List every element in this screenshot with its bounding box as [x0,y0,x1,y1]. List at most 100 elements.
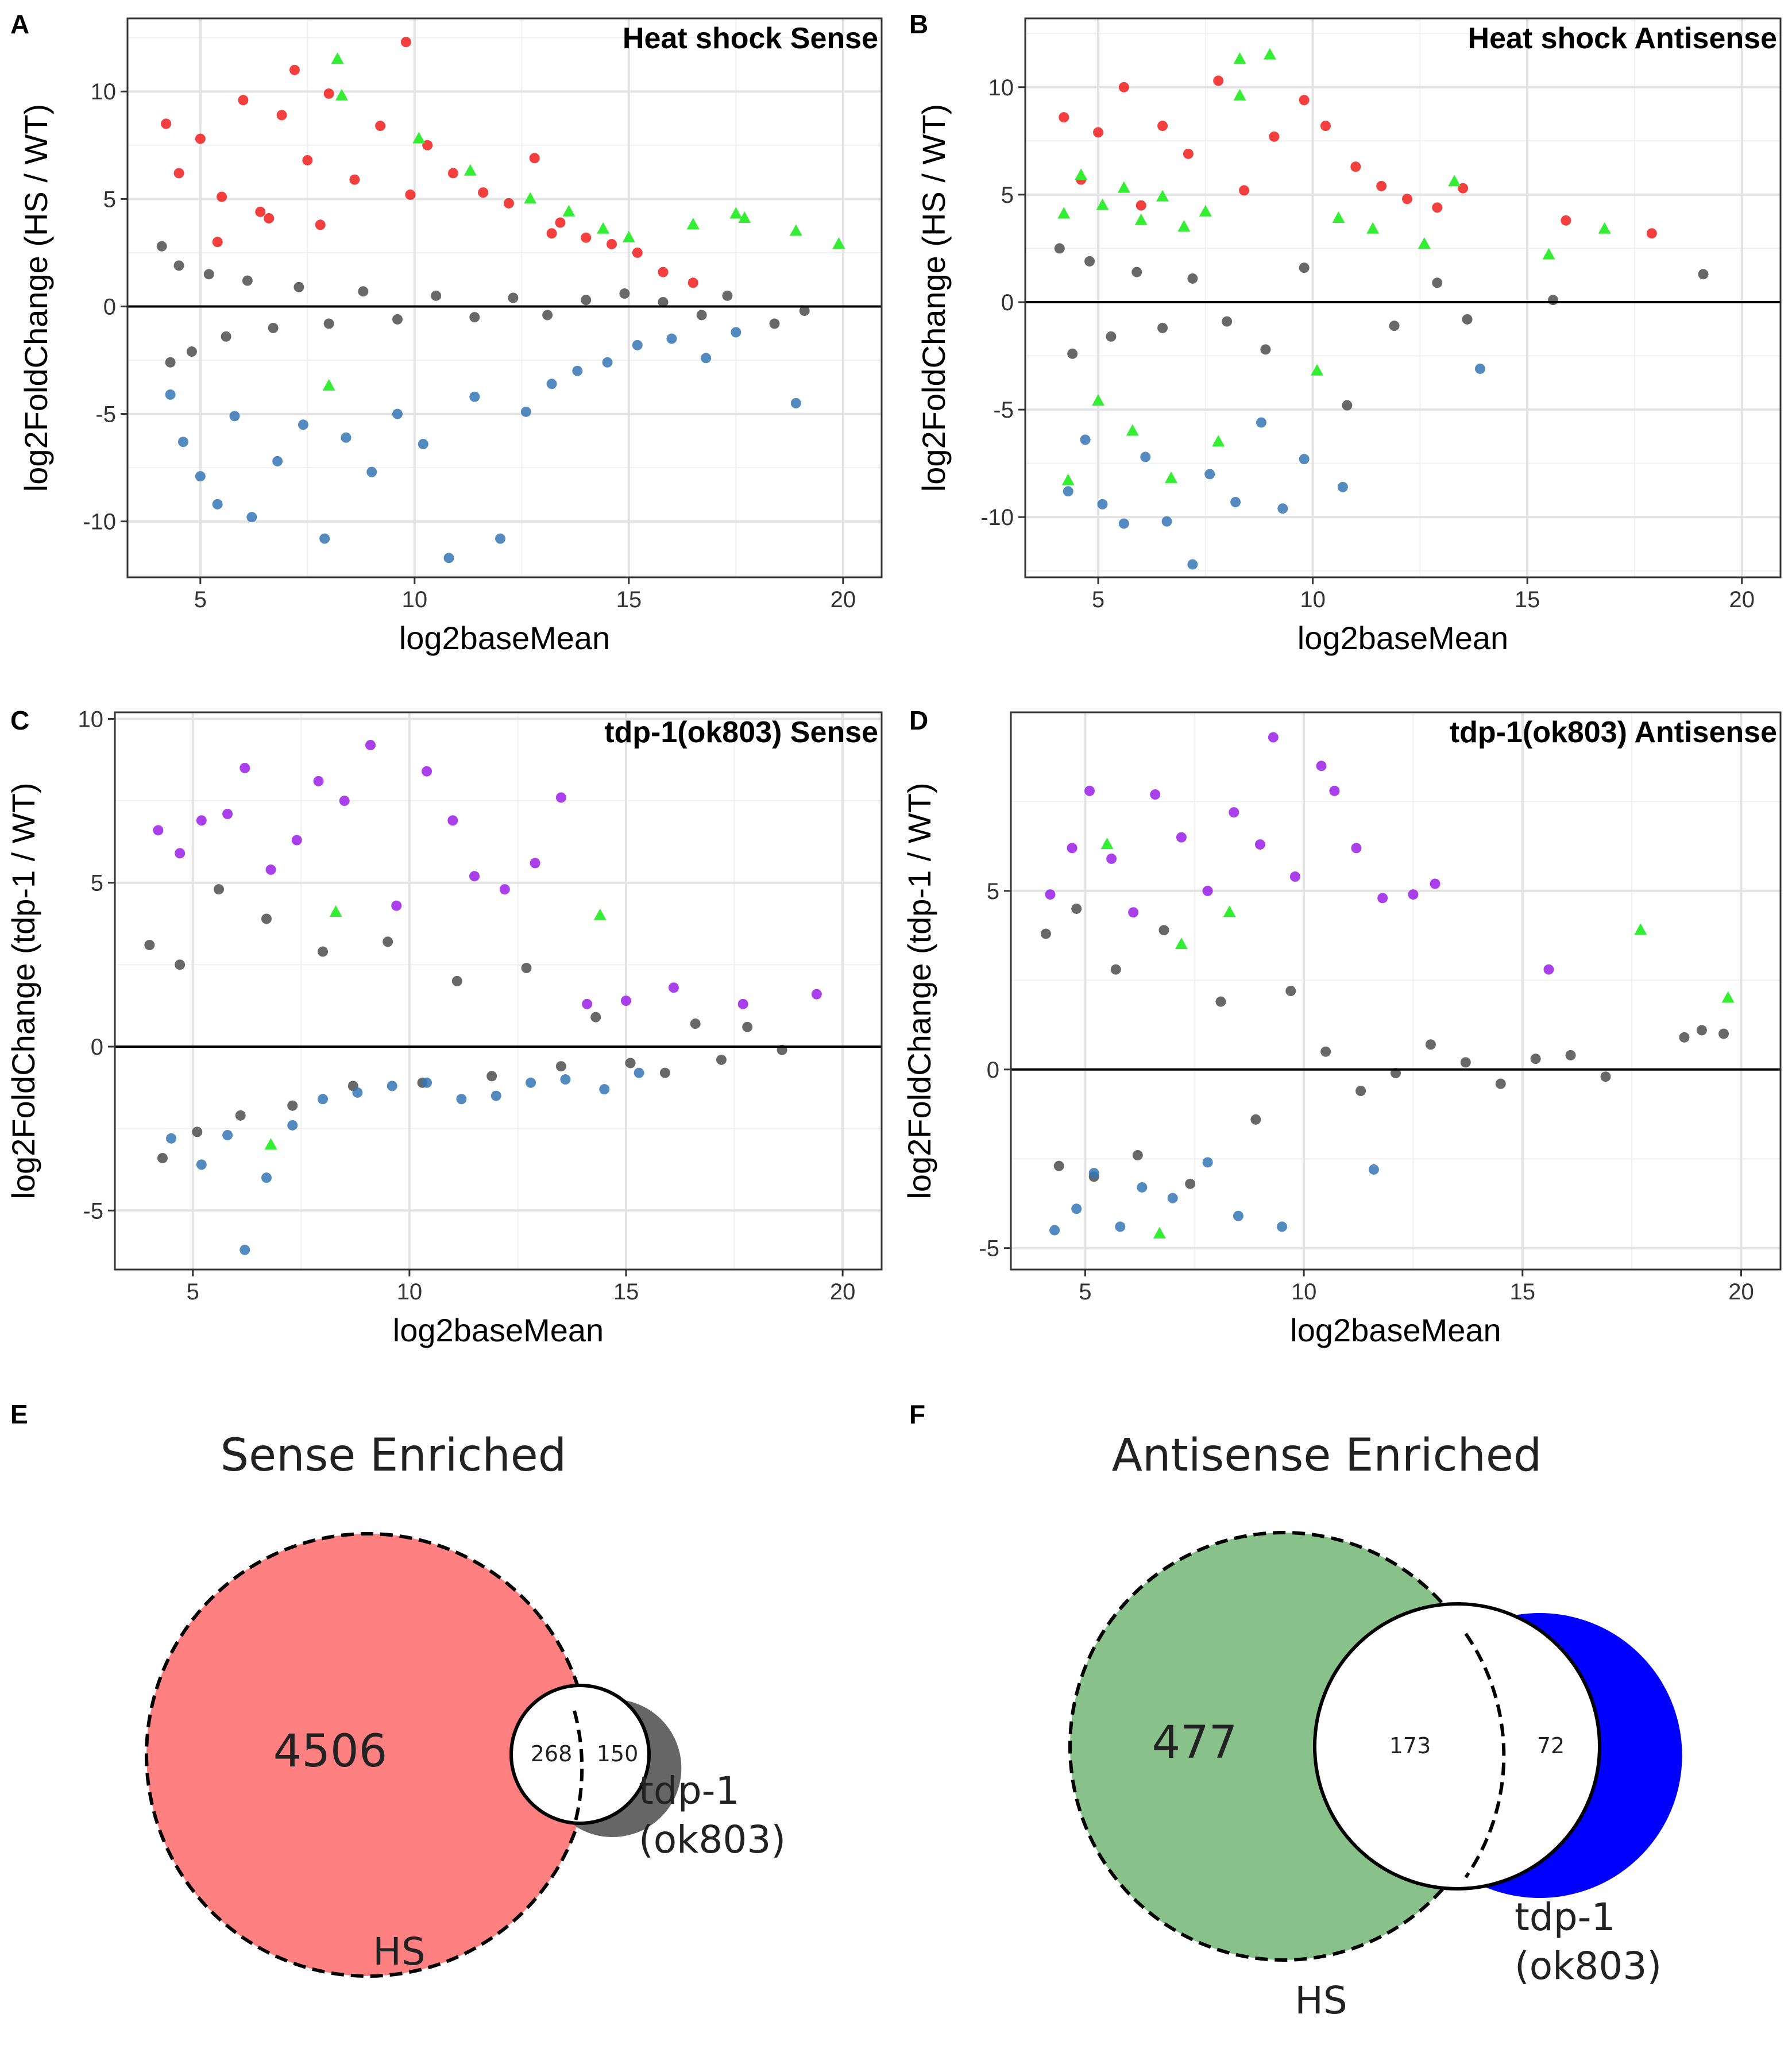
data-point [144,940,155,951]
data-point-triangle [1061,473,1075,485]
data-point [153,825,164,836]
data-point [1088,1168,1099,1179]
data-point [229,411,240,422]
y-axis-title: log2FoldChange (HS / WT) [18,104,54,492]
data-point [352,1087,363,1098]
data-point [365,740,376,751]
data-point [387,1081,397,1091]
data-point [186,346,197,357]
data-point [1530,1054,1541,1064]
data-point [447,168,458,179]
data-point [666,333,677,344]
data-point [287,1120,298,1131]
data-point-triangle [789,224,802,236]
data-point [392,408,403,419]
venn-right-count: 150 [597,1741,639,1766]
data-point-triangle [562,205,576,217]
x-tick-label: 5 [1092,587,1104,612]
data-point [195,471,206,482]
data-point [238,95,249,106]
data-point [196,815,207,826]
data-point [701,353,712,364]
data-point [1320,1046,1331,1057]
data-point [722,290,733,301]
data-point [508,292,519,303]
data-point [276,110,287,121]
y-tick-label: -5 [95,402,116,427]
data-point [546,379,557,389]
data-point [1128,907,1139,918]
y-tick-label: 5 [1001,183,1014,208]
data-point [1256,417,1266,428]
data-point [255,206,266,217]
y-tick-label: 0 [103,294,116,319]
data-point [560,1074,571,1085]
data-point [272,456,283,466]
data-point [478,187,489,198]
data-point [217,191,227,202]
chart-title: Heat shock Antisense [1468,22,1777,55]
data-point [203,269,214,280]
data-point-triangle [1177,220,1191,232]
chart-title: tdp-1(ok803) Antisense [1450,716,1777,749]
x-tick-label: 5 [187,1279,199,1305]
panel-letter-d: D [909,705,928,735]
data-point [658,267,669,277]
data-point [1408,889,1419,900]
data-point-triangle [264,1138,277,1150]
data-point [1299,95,1310,106]
data-point [1401,194,1412,205]
data-point [1269,131,1280,142]
data-point-triangle [738,211,751,223]
data-point [1167,1193,1178,1203]
data-point [173,260,184,271]
venn-intersection-count: 268 [531,1741,573,1766]
data-point [341,432,352,443]
data-point [1543,964,1554,975]
data-point [196,1159,207,1170]
data-point-triangle [524,192,537,204]
venn-right-label-line2: (ok803) [1515,1944,1662,1988]
data-point [688,277,698,288]
data-point [1053,1160,1064,1171]
data-point [1137,1182,1148,1193]
data-point [1377,893,1388,904]
data-point [737,998,748,1009]
panel-letter-a: A [10,9,29,39]
y-axis-title: log2FoldChange (tdp-1 / WT) [901,782,937,1199]
data-point-triangle [1212,435,1225,447]
x-tick-label: 10 [1291,1279,1317,1305]
data-point [1110,964,1121,975]
data-point [469,312,480,323]
data-point [293,281,304,292]
data-point [581,232,592,243]
data-point [1215,996,1226,1007]
data-point [291,835,302,846]
data-point [1229,807,1239,818]
data-point [165,389,176,400]
data-point [581,295,592,306]
data-point [1250,1114,1261,1125]
data-point-triangle [1075,168,1088,180]
data-point [495,533,506,544]
data-point [268,322,279,333]
data-point-triangle [1598,222,1611,234]
data-point [499,884,510,895]
x-tick-label: 10 [402,587,428,612]
data-point [1213,75,1224,86]
data-point [1460,1057,1471,1068]
data-point-triangle [1448,175,1461,187]
data-point [222,808,233,819]
y-axis-title: log2FoldChange (tdp-1 / WT) [5,782,41,1199]
x-axis-title: log2baseMean [1290,1312,1501,1348]
plot-border [114,711,883,1271]
data-point-triangle [1634,923,1647,935]
data-point [546,228,557,239]
y-tick-label: 5 [91,871,103,896]
data-point [668,982,679,993]
data-point [1059,112,1069,123]
venn-tdp1-circle [509,1684,651,1825]
data-point-triangle [1156,190,1169,202]
data-point [1277,503,1288,514]
